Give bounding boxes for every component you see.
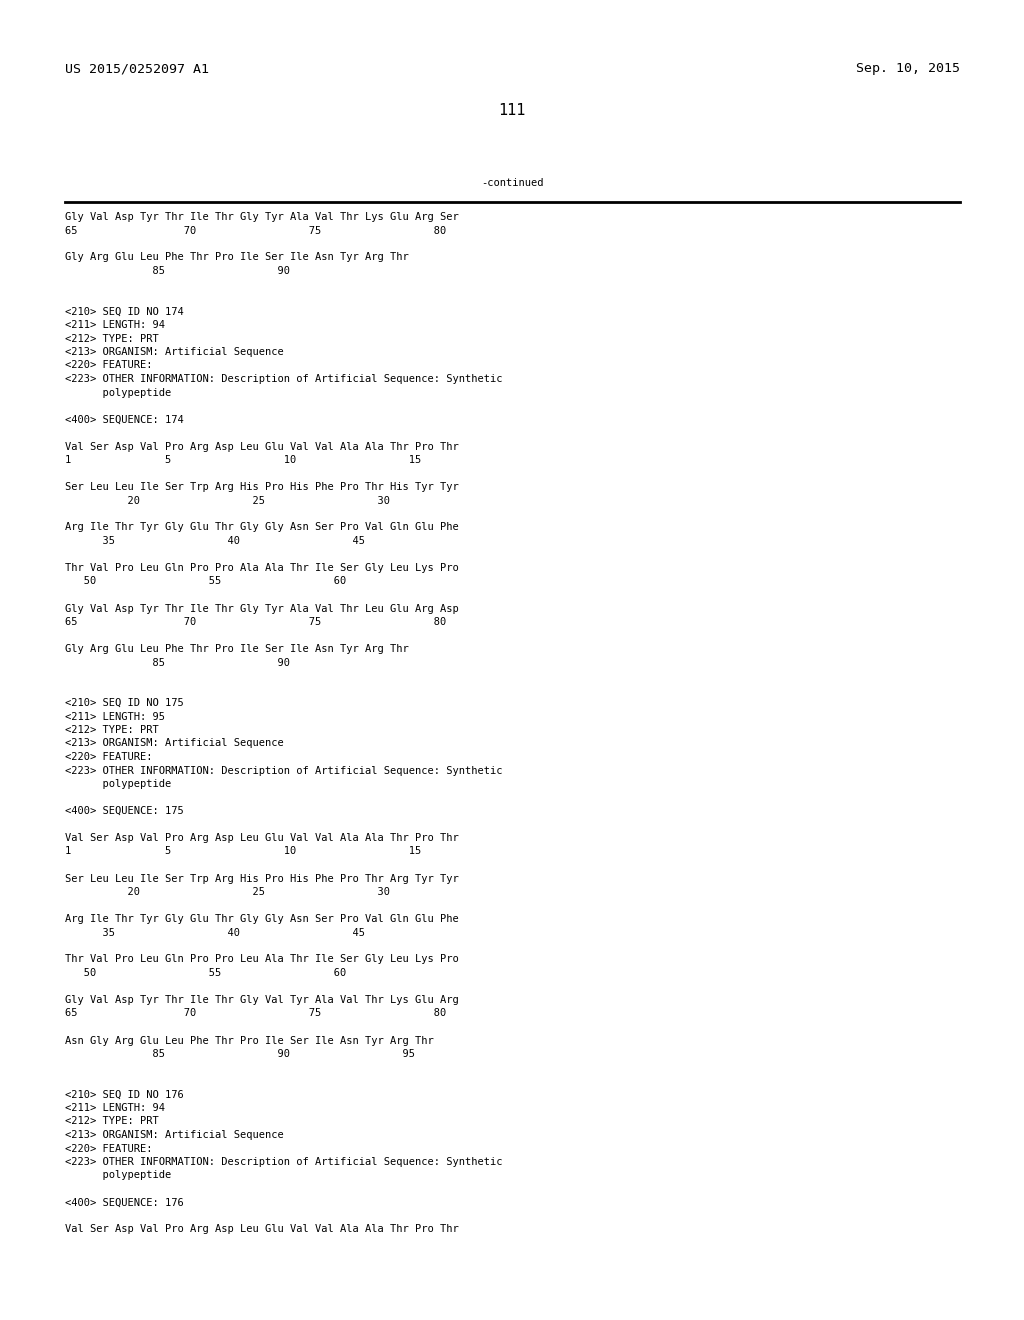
- Text: <220> FEATURE:: <220> FEATURE:: [65, 360, 153, 371]
- Text: 20                  25                  30: 20 25 30: [65, 495, 390, 506]
- Text: <212> TYPE: PRT: <212> TYPE: PRT: [65, 1117, 159, 1126]
- Text: 20                  25                  30: 20 25 30: [65, 887, 390, 898]
- Text: 85                  90                  95: 85 90 95: [65, 1049, 415, 1059]
- Text: 1               5                  10                  15: 1 5 10 15: [65, 455, 421, 465]
- Text: <400> SEQUENCE: 175: <400> SEQUENCE: 175: [65, 807, 183, 816]
- Text: Gly Val Asp Tyr Thr Ile Thr Gly Tyr Ala Val Thr Leu Glu Arg Asp: Gly Val Asp Tyr Thr Ile Thr Gly Tyr Ala …: [65, 603, 459, 614]
- Text: <213> ORGANISM: Artificial Sequence: <213> ORGANISM: Artificial Sequence: [65, 347, 284, 356]
- Text: <223> OTHER INFORMATION: Description of Artificial Sequence: Synthetic: <223> OTHER INFORMATION: Description of …: [65, 1158, 503, 1167]
- Text: <211> LENGTH: 94: <211> LENGTH: 94: [65, 319, 165, 330]
- Text: <210> SEQ ID NO 176: <210> SEQ ID NO 176: [65, 1089, 183, 1100]
- Text: 85                  90: 85 90: [65, 657, 290, 668]
- Text: Val Ser Asp Val Pro Arg Asp Leu Glu Val Val Ala Ala Thr Pro Thr: Val Ser Asp Val Pro Arg Asp Leu Glu Val …: [65, 441, 459, 451]
- Text: 1               5                  10                  15: 1 5 10 15: [65, 846, 421, 857]
- Text: Val Ser Asp Val Pro Arg Asp Leu Glu Val Val Ala Ala Thr Pro Thr: Val Ser Asp Val Pro Arg Asp Leu Glu Val …: [65, 1225, 459, 1234]
- Text: Thr Val Pro Leu Gln Pro Pro Leu Ala Thr Ile Ser Gly Leu Lys Pro: Thr Val Pro Leu Gln Pro Pro Leu Ala Thr …: [65, 954, 459, 965]
- Text: 65                 70                  75                  80: 65 70 75 80: [65, 226, 446, 235]
- Text: Gly Val Asp Tyr Thr Ile Thr Gly Tyr Ala Val Thr Lys Glu Arg Ser: Gly Val Asp Tyr Thr Ile Thr Gly Tyr Ala …: [65, 213, 459, 222]
- Text: -continued: -continued: [480, 178, 544, 187]
- Text: <223> OTHER INFORMATION: Description of Artificial Sequence: Synthetic: <223> OTHER INFORMATION: Description of …: [65, 374, 503, 384]
- Text: Thr Val Pro Leu Gln Pro Pro Ala Ala Thr Ile Ser Gly Leu Lys Pro: Thr Val Pro Leu Gln Pro Pro Ala Ala Thr …: [65, 564, 459, 573]
- Text: US 2015/0252097 A1: US 2015/0252097 A1: [65, 62, 209, 75]
- Text: polypeptide: polypeptide: [65, 779, 171, 789]
- Text: 50                  55                  60: 50 55 60: [65, 968, 346, 978]
- Text: Gly Arg Glu Leu Phe Thr Pro Ile Ser Ile Asn Tyr Arg Thr: Gly Arg Glu Leu Phe Thr Pro Ile Ser Ile …: [65, 644, 409, 653]
- Text: <400> SEQUENCE: 174: <400> SEQUENCE: 174: [65, 414, 183, 425]
- Text: Ser Leu Leu Ile Ser Trp Arg His Pro His Phe Pro Thr Arg Tyr Tyr: Ser Leu Leu Ile Ser Trp Arg His Pro His …: [65, 874, 459, 883]
- Text: polypeptide: polypeptide: [65, 388, 171, 397]
- Text: Gly Arg Glu Leu Phe Thr Pro Ile Ser Ile Asn Tyr Arg Thr: Gly Arg Glu Leu Phe Thr Pro Ile Ser Ile …: [65, 252, 409, 263]
- Text: <213> ORGANISM: Artificial Sequence: <213> ORGANISM: Artificial Sequence: [65, 1130, 284, 1140]
- Text: Asn Gly Arg Glu Leu Phe Thr Pro Ile Ser Ile Asn Tyr Arg Thr: Asn Gly Arg Glu Leu Phe Thr Pro Ile Ser …: [65, 1035, 434, 1045]
- Text: <213> ORGANISM: Artificial Sequence: <213> ORGANISM: Artificial Sequence: [65, 738, 284, 748]
- Text: <223> OTHER INFORMATION: Description of Artificial Sequence: Synthetic: <223> OTHER INFORMATION: Description of …: [65, 766, 503, 776]
- Text: Ser Leu Leu Ile Ser Trp Arg His Pro His Phe Pro Thr His Tyr Tyr: Ser Leu Leu Ile Ser Trp Arg His Pro His …: [65, 482, 459, 492]
- Text: <212> TYPE: PRT: <212> TYPE: PRT: [65, 334, 159, 343]
- Text: 65                 70                  75                  80: 65 70 75 80: [65, 1008, 446, 1019]
- Text: <220> FEATURE:: <220> FEATURE:: [65, 1143, 153, 1154]
- Text: 35                  40                  45: 35 40 45: [65, 536, 365, 546]
- Text: Val Ser Asp Val Pro Arg Asp Leu Glu Val Val Ala Ala Thr Pro Thr: Val Ser Asp Val Pro Arg Asp Leu Glu Val …: [65, 833, 459, 843]
- Text: <210> SEQ ID NO 175: <210> SEQ ID NO 175: [65, 698, 183, 708]
- Text: <210> SEQ ID NO 174: <210> SEQ ID NO 174: [65, 306, 183, 317]
- Text: <211> LENGTH: 94: <211> LENGTH: 94: [65, 1104, 165, 1113]
- Text: <220> FEATURE:: <220> FEATURE:: [65, 752, 153, 762]
- Text: 111: 111: [499, 103, 525, 117]
- Text: Gly Val Asp Tyr Thr Ile Thr Gly Val Tyr Ala Val Thr Lys Glu Arg: Gly Val Asp Tyr Thr Ile Thr Gly Val Tyr …: [65, 995, 459, 1005]
- Text: <400> SEQUENCE: 176: <400> SEQUENCE: 176: [65, 1197, 183, 1208]
- Text: Arg Ile Thr Tyr Gly Glu Thr Gly Gly Asn Ser Pro Val Gln Glu Phe: Arg Ile Thr Tyr Gly Glu Thr Gly Gly Asn …: [65, 913, 459, 924]
- Text: <212> TYPE: PRT: <212> TYPE: PRT: [65, 725, 159, 735]
- Text: polypeptide: polypeptide: [65, 1171, 171, 1180]
- Text: 65                 70                  75                  80: 65 70 75 80: [65, 616, 446, 627]
- Text: <211> LENGTH: 95: <211> LENGTH: 95: [65, 711, 165, 722]
- Text: 35                  40                  45: 35 40 45: [65, 928, 365, 937]
- Text: Sep. 10, 2015: Sep. 10, 2015: [856, 62, 961, 75]
- Text: Arg Ile Thr Tyr Gly Glu Thr Gly Gly Asn Ser Pro Val Gln Glu Phe: Arg Ile Thr Tyr Gly Glu Thr Gly Gly Asn …: [65, 523, 459, 532]
- Text: 85                  90: 85 90: [65, 267, 290, 276]
- Text: 50                  55                  60: 50 55 60: [65, 577, 346, 586]
